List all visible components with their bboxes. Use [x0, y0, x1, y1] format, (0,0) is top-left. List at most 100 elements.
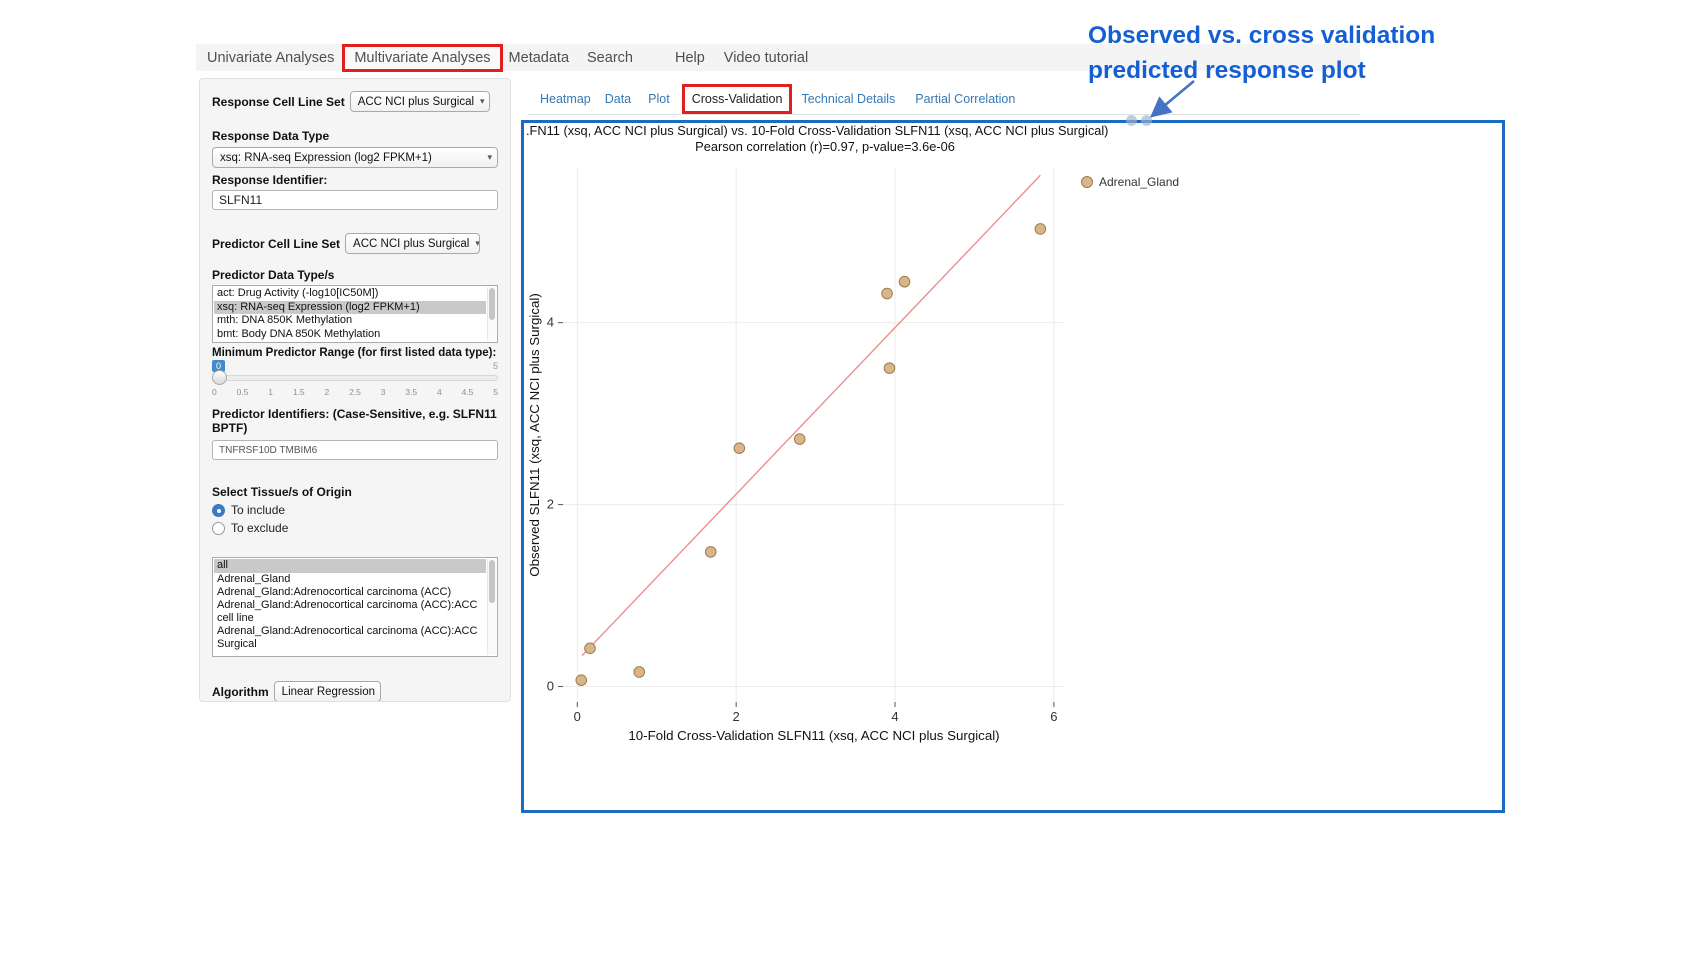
- slider-tick: 1.5: [292, 387, 305, 397]
- list-option[interactable]: mth: DNA 850K Methylation: [217, 314, 353, 326]
- scatter-point[interactable]: [881, 287, 893, 300]
- tissue-origin-label: Select Tissue/s of Origin: [212, 485, 352, 499]
- scatter-point[interactable]: [793, 433, 806, 445]
- scatter-point[interactable]: [575, 674, 588, 686]
- chart-title: .FN11 (xsq, ACC NCI plus Surgical) vs. 1…: [526, 123, 1108, 138]
- scatter-point[interactable]: [584, 642, 596, 655]
- slider-tick: 4: [437, 387, 442, 397]
- plot-toolbar-icon[interactable]: [1141, 115, 1152, 126]
- list-option[interactable]: Adrenal_Gland: [217, 572, 291, 585]
- list-option[interactable]: Adrenal_Gland:Adrenocortical carcinoma (…: [217, 599, 478, 624]
- slider-tick: 5: [493, 387, 498, 397]
- response-data-type-select[interactable]: xsq: RNA-seq Expression (log2 FPKM+1) ▾: [212, 147, 498, 168]
- scatter-point[interactable]: [633, 666, 646, 678]
- algorithm-row: Algorithm Linear Regression ▾: [212, 681, 498, 701]
- response-cell-line-set-select[interactable]: ACC NCI plus Surgical ▾: [349, 91, 490, 112]
- radio-unchecked-icon: [212, 521, 225, 535]
- nav-video-tutorial[interactable]: Video tutorial: [723, 49, 809, 66]
- algorithm-select[interactable]: Linear Regression ▾: [273, 681, 381, 701]
- tab-technical-details[interactable]: Technical Details: [801, 92, 896, 106]
- main-nav: Univariate Analyses Multivariate Analyse…: [196, 43, 1360, 72]
- cross-validation-panel: 0 2 4 6 0 2 4 .FN11 (xsq, ACC NCI plus Surgical…: [521, 120, 1505, 813]
- plot-toolbar-icon[interactable]: [1126, 115, 1137, 126]
- analysis-subtabs: Heatmap Data Plot Cross-Validation Techn…: [528, 84, 1015, 114]
- response-cell-line-set-label: Response Cell Line Set: [212, 94, 345, 109]
- scatter-point[interactable]: [733, 442, 746, 454]
- slider-max-label: 5: [492, 361, 498, 371]
- scatter-point[interactable]: [1034, 223, 1047, 235]
- predictor-cell-line-set-label: Predictor Cell Line Set: [212, 236, 341, 251]
- legend-marker[interactable]: [1081, 176, 1093, 188]
- nav-help[interactable]: Help: [674, 49, 705, 66]
- response-cell-line-set-row: Response Cell Line Set ACC NCI plus Surg…: [212, 91, 498, 112]
- scatter-point[interactable]: [704, 546, 717, 558]
- nav-search[interactable]: Search: [587, 49, 633, 66]
- predictor-cell-line-set-value: ACC NCI plus Surgical: [353, 237, 470, 250]
- nav-multivariate-analyses[interactable]: Multivariate Analyses: [342, 43, 503, 72]
- tabs-divider: [528, 114, 1360, 115]
- list-option-selected[interactable]: xsq: RNA-seq Expression (log2 FPKM+1): [214, 300, 486, 314]
- slider-value-bubble: 0: [212, 360, 226, 372]
- tab-partial-correlation[interactable]: Partial Correlation: [915, 92, 1016, 106]
- slider-tick: 2: [324, 387, 330, 397]
- tissue-include-label: To include: [231, 503, 286, 517]
- nav-multivariate-label: Multivariate Analyses: [354, 49, 491, 66]
- response-identifier-label: Response Identifier:: [212, 173, 328, 187]
- slider-tick-labels: 0 0.5 1 1.5 2 2.5 3 3.5 4 4.5 5: [212, 387, 498, 397]
- tab-plot[interactable]: Plot: [648, 92, 670, 106]
- slider-tick: 0: [212, 387, 217, 397]
- y-tick-label: 2: [547, 497, 554, 512]
- scatter-point[interactable]: [883, 362, 896, 374]
- chevron-down-icon: ▾: [480, 96, 485, 106]
- tissue-include-radio[interactable]: To include: [212, 503, 498, 517]
- tab-heatmap[interactable]: Heatmap: [540, 92, 591, 106]
- response-cell-line-set-value: ACC NCI plus Surgical: [357, 95, 475, 108]
- annotation-line1: Observed vs. cross validation: [1088, 22, 1436, 49]
- list-option-selected[interactable]: all: [214, 559, 486, 573]
- nav-metadata[interactable]: Metadata: [508, 49, 570, 66]
- annotation-arrow-icon: [1150, 80, 1195, 118]
- legend-label[interactable]: Adrenal_Gland: [1099, 175, 1179, 189]
- predictor-data-types-list: act: Drug Activity (-log10[IC50M]) xsq: …: [212, 285, 498, 343]
- scrollbar[interactable]: [487, 559, 496, 655]
- predictor-cell-line-set-select[interactable]: ACC NCI plus Surgical ▾: [345, 233, 481, 254]
- slider-tick: 4.5: [461, 387, 474, 397]
- tab-data[interactable]: Data: [604, 92, 632, 106]
- algorithm-value: Linear Regression: [281, 685, 376, 698]
- controls-sidebar: Response Cell Line Set ACC NCI plus Surg…: [199, 78, 511, 702]
- nav-univariate-analyses[interactable]: Univariate Analyses: [207, 49, 335, 66]
- scatter-point[interactable]: [898, 275, 911, 288]
- tissue-exclude-radio[interactable]: To exclude: [212, 521, 498, 535]
- list-option[interactable]: bmt: Body DNA 850K Methylation: [217, 327, 381, 340]
- scrollbar[interactable]: [487, 287, 496, 341]
- y-axis-label: Observed SLFN11 (xsq, ACC NCI plus Surgi…: [527, 293, 542, 577]
- list-option[interactable]: act: Drug Activity (-log10[IC50M]): [217, 287, 379, 299]
- tissue-origin-list: all Adrenal_Gland Adrenal_Gland:Adrenoco…: [212, 557, 498, 657]
- scrollbar-thumb[interactable]: [489, 288, 495, 321]
- chevron-down-icon: ▾: [475, 238, 480, 248]
- tab-cross-validation[interactable]: Cross-Validation: [681, 84, 793, 114]
- response-data-type-label: Response Data Type: [212, 129, 330, 143]
- predictor-cell-line-set-row: Predictor Cell Line Set ACC NCI plus Sur…: [212, 233, 498, 254]
- slider-tick: 3: [380, 387, 386, 397]
- list-option[interactable]: Adrenal_Gland:Adrenocortical carcinoma (…: [217, 625, 478, 650]
- scrollbar-thumb[interactable]: [489, 560, 495, 604]
- slider-tick: 1: [268, 387, 273, 397]
- slider-tick: 2.5: [349, 387, 361, 397]
- slider-handle[interactable]: [212, 370, 227, 385]
- predictor-data-types-label: Predictor Data Type/s: [212, 268, 335, 282]
- tab-cross-validation-label: Cross-Validation: [691, 92, 783, 106]
- y-tick-label: 0: [547, 679, 554, 694]
- predictor-identifiers-input[interactable]: [212, 440, 498, 460]
- annotation-text: Observed vs. cross validation predicted …: [1088, 18, 1435, 88]
- response-identifier-input[interactable]: [212, 190, 498, 210]
- x-tick-label: 2: [733, 709, 740, 724]
- regression-line: [581, 174, 1041, 657]
- min-predictor-range-slider: 0 5 0 0.5 1 1.5 2 2.5 3 3.5 4 4.5 5: [212, 360, 498, 399]
- x-tick-label: 6: [1050, 709, 1057, 724]
- slider-track[interactable]: [212, 375, 498, 381]
- list-option[interactable]: Adrenal_Gland:Adrenocortical carcinoma (…: [217, 586, 452, 598]
- annotation-line2: predicted response plot: [1088, 57, 1366, 84]
- cross-validation-plot[interactable]: 0 2 4 6 0 2 4 .FN11 (xsq, ACC NCI plus Surgical…: [524, 123, 1502, 810]
